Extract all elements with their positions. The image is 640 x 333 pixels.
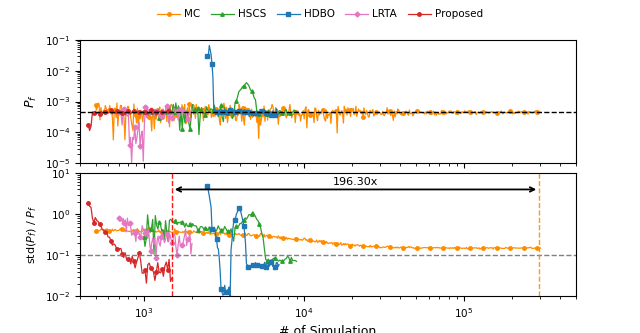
HSCS [248,89,255,93]
Line: MC: MC [94,101,542,142]
HSCS [226,110,234,114]
HSCS [195,133,203,137]
HSCS [263,112,271,116]
MC [536,110,544,114]
Y-axis label: std$(P_f)$ / $P_f$: std$(P_f)$ / $P_f$ [26,205,39,264]
HDBO [252,110,259,114]
Proposed [138,110,146,114]
LRTA [125,112,132,116]
MC [334,105,342,109]
Proposed [110,110,118,114]
LRTA [163,104,170,108]
LRTA [180,106,188,110]
HDBO [248,113,256,117]
LRTA [138,129,146,133]
LRTA [156,116,164,120]
LRTA [115,111,123,115]
Text: 196.30x: 196.30x [333,177,378,187]
MC [113,101,121,105]
HDBO [205,44,213,48]
X-axis label: # of Simulation: # of Simulation [280,325,376,333]
HDBO [236,109,244,113]
Proposed [147,108,154,112]
MC [307,111,315,115]
Proposed [113,109,120,113]
MC [358,109,366,113]
HSCS [292,110,300,114]
Line: HDBO: HDBO [205,44,281,118]
MC [458,110,466,114]
HSCS [243,81,250,85]
LRTA [133,136,141,140]
HDBO [254,110,262,114]
Proposed [114,110,122,114]
Y-axis label: $P_f$: $P_f$ [24,95,39,109]
Proposed [86,129,93,133]
HSCS [181,121,189,125]
HDBO [245,115,253,119]
Line: HSCS: HSCS [142,81,298,137]
HDBO [269,109,276,113]
Proposed [100,111,108,115]
MC [528,110,536,114]
Line: Proposed: Proposed [86,109,173,132]
HDBO [249,111,257,115]
Proposed [168,110,176,114]
Legend: MC, HSCS, HDBO, LRTA, Proposed: MC, HSCS, HDBO, LRTA, Proposed [153,5,487,24]
HDBO [204,54,211,58]
Proposed [84,123,92,127]
MC [92,103,99,107]
HSCS [290,108,298,112]
Line: LRTA: LRTA [117,104,194,164]
Proposed [107,109,115,113]
LRTA [188,107,196,111]
LRTA [128,161,136,165]
HSCS [140,110,148,114]
HDBO [275,112,283,116]
LRTA [147,108,154,112]
HSCS [172,101,180,105]
MC [109,138,117,142]
MC [305,108,312,112]
